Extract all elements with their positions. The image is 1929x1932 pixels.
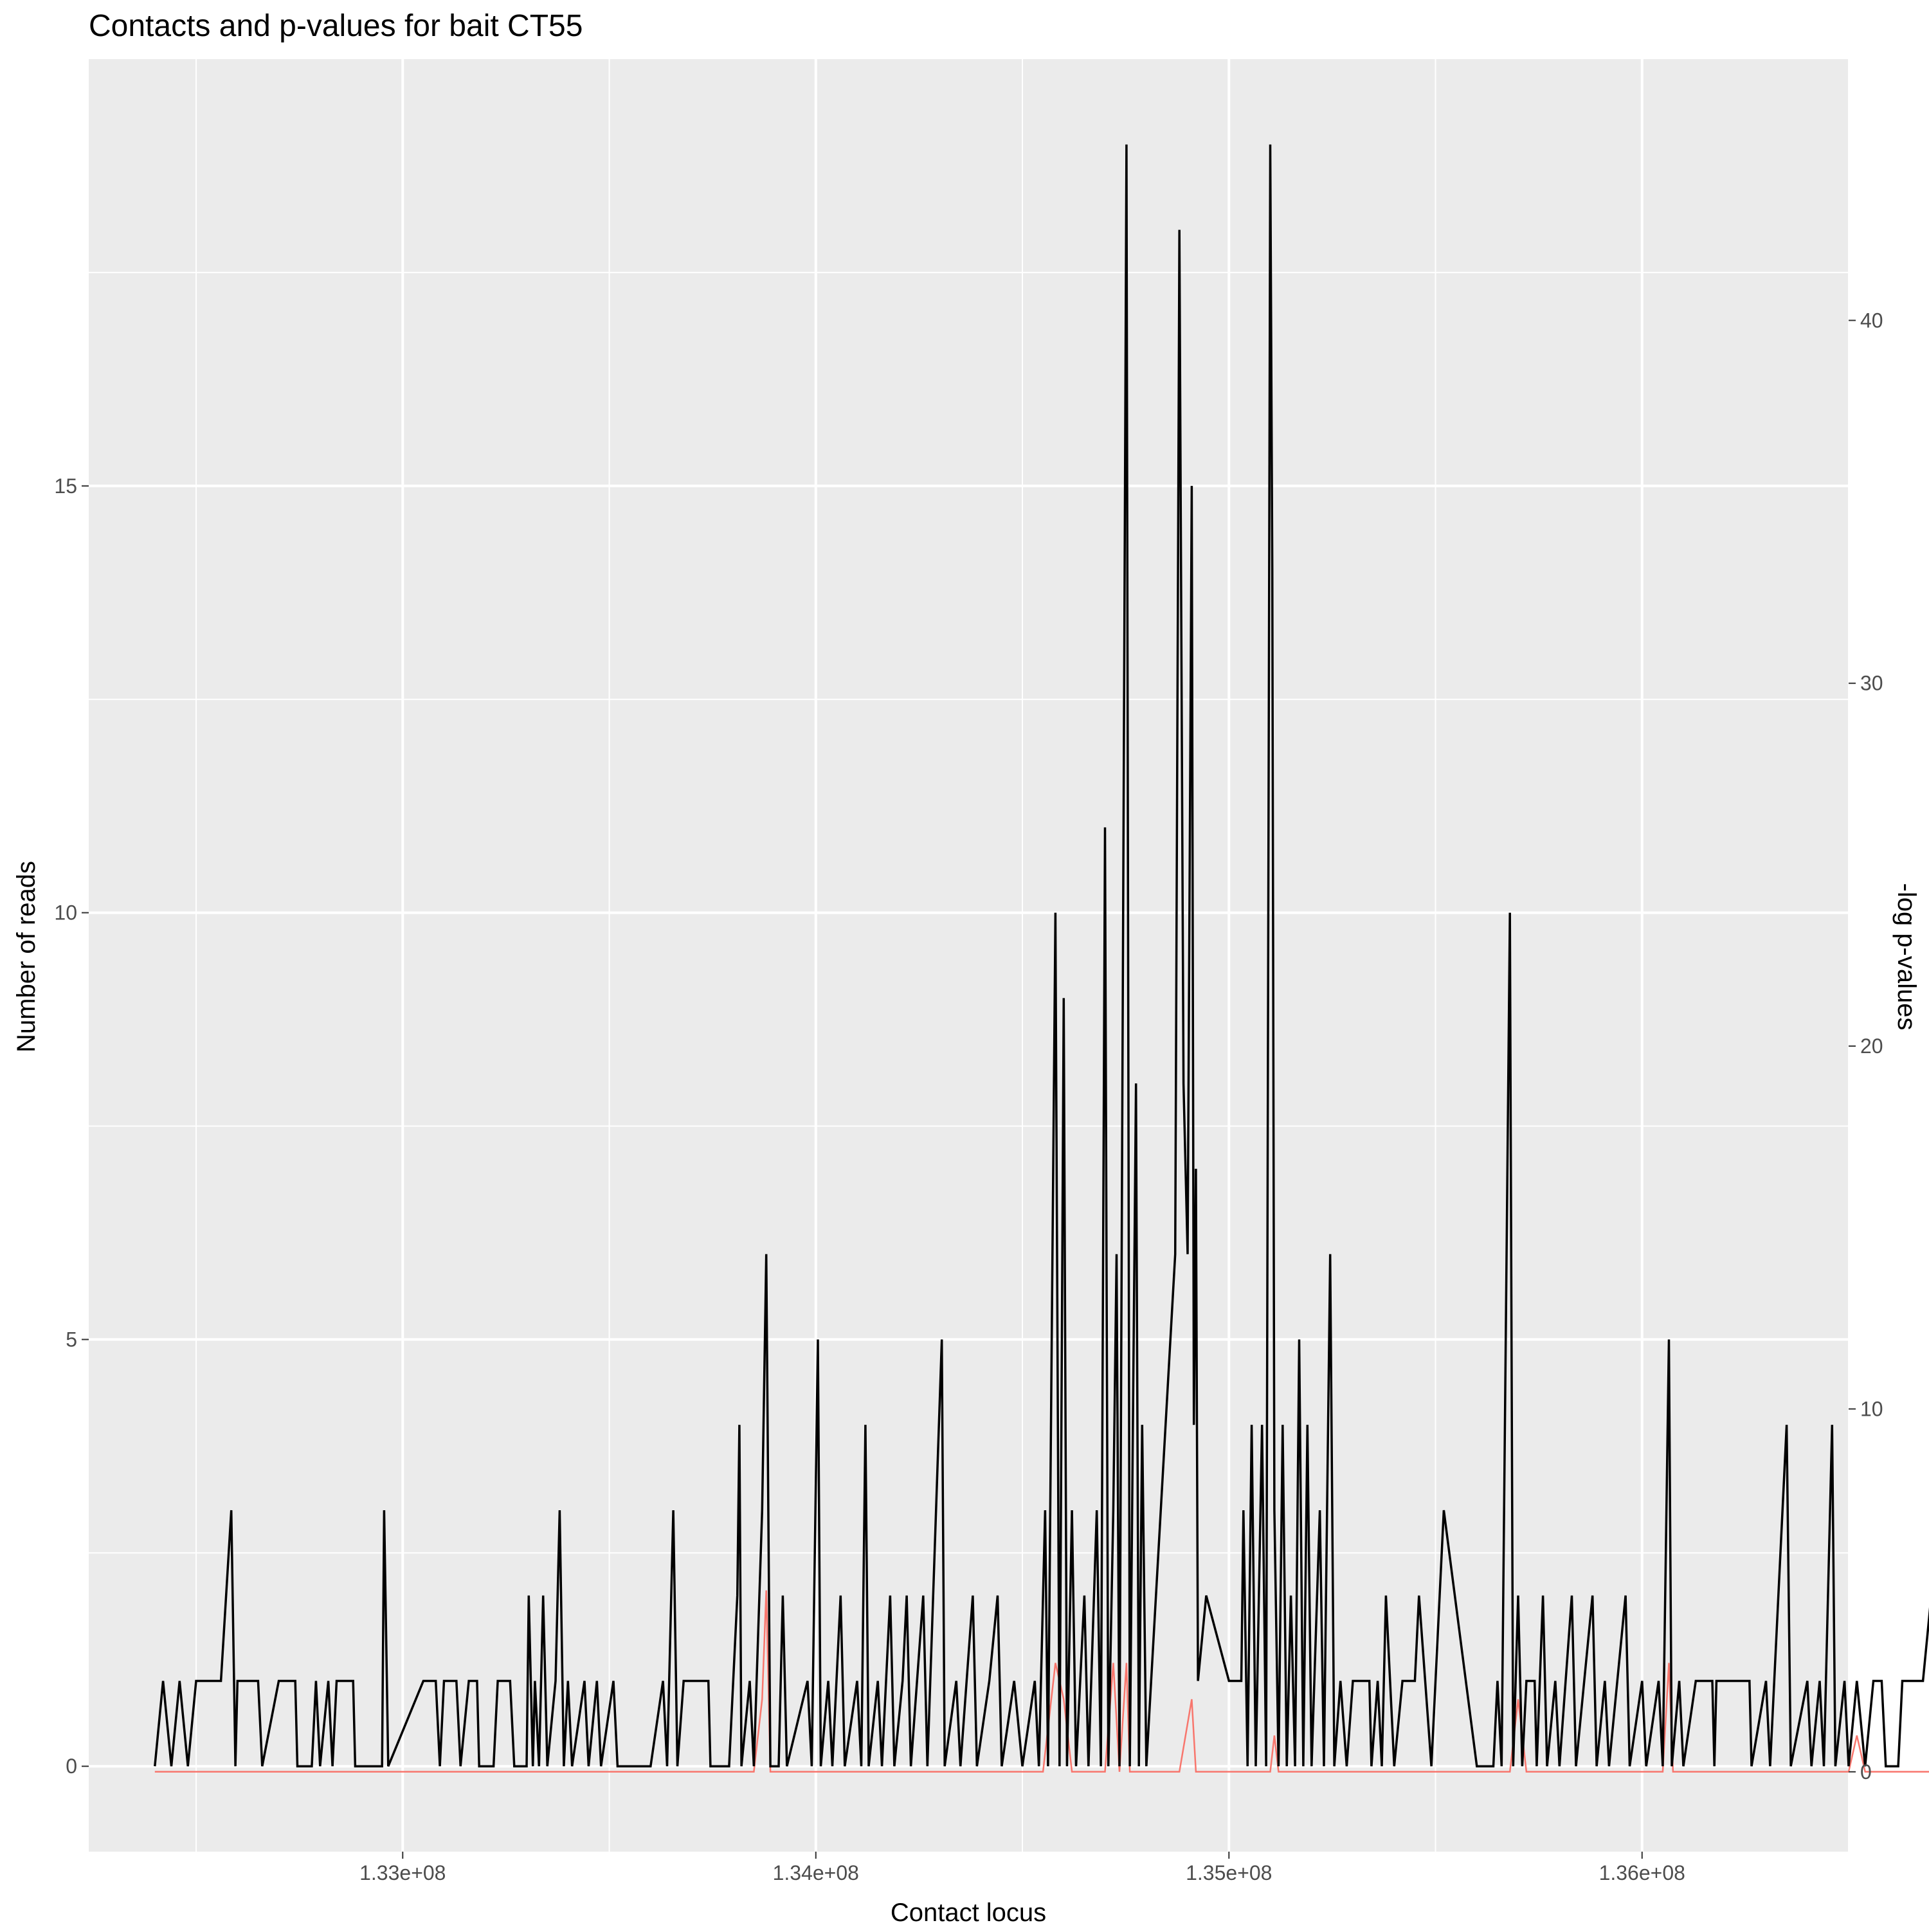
y2-tick-label: 40 (1860, 309, 1883, 332)
y2-tick-label: 20 (1860, 1034, 1883, 1058)
x-tick-label: 1.33e+08 (359, 1861, 446, 1884)
x-tick-label: 1.36e+08 (1599, 1861, 1685, 1884)
x-axis-label: Contact locus (891, 1899, 1046, 1927)
chart-title: Contacts and p-values for bait CT55 (89, 9, 583, 43)
y-tick-label: 0 (66, 1755, 77, 1778)
series-reads-line (154, 144, 1929, 1767)
y2-axis-label: -log p-values (1892, 883, 1921, 1030)
y2-tick-label: 10 (1860, 1397, 1883, 1420)
y2-tick-label: 30 (1860, 672, 1883, 695)
y-tick-label: 15 (54, 474, 77, 498)
series-pvalue-line (154, 1590, 1929, 1773)
y-tick-label: 10 (54, 901, 77, 925)
axes: 1.33e+08 1.34e+08 1.35e+08 1.36e+08 0 5 10 15 0 1… (54, 309, 1883, 1884)
series-layer (154, 144, 1929, 1773)
y2-tick-label: 0 (1860, 1760, 1872, 1783)
plot-panel (89, 59, 1849, 1852)
y-tick-label: 5 (66, 1328, 77, 1351)
y-axis-label: Number of reads (12, 861, 41, 1052)
x-tick-label: 1.35e+08 (1186, 1861, 1272, 1884)
grid-lines (89, 59, 1849, 1852)
x-tick-label: 1.34e+08 (773, 1861, 859, 1884)
